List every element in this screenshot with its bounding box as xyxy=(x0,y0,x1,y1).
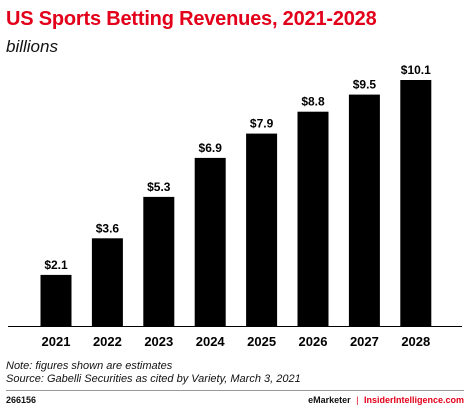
chart-title: US Sports Betting Revenues, 2021-2028 xyxy=(6,8,377,30)
x-tick-2024: 2024 xyxy=(196,334,226,349)
data-label-2027: $9.5 xyxy=(353,78,377,92)
data-label-2022: $3.6 xyxy=(96,221,120,235)
x-tick-2023: 2023 xyxy=(144,334,173,349)
data-label-2028: $10.1 xyxy=(401,63,431,77)
brand-separator: | xyxy=(356,395,359,405)
data-label-2025: $7.9 xyxy=(250,117,274,131)
x-tick-2028: 2028 xyxy=(401,334,430,349)
chart-source: Source: Gabelli Securities as cited by V… xyxy=(6,373,301,385)
bar-2024 xyxy=(194,157,226,326)
chart-subtitle: billions xyxy=(6,37,58,56)
bar-2027 xyxy=(348,94,380,326)
bar-2023 xyxy=(143,196,175,326)
footer-divider xyxy=(6,390,464,391)
bar-chart: $2.1 2021 $3.6 2022 $5.3 2023 $6.9 2024 $7.9 2025… xyxy=(8,63,462,349)
bar-2022 xyxy=(91,238,123,326)
bar-2021 xyxy=(40,274,72,326)
footer-branding: eMarketer | InsiderIntelligence.com xyxy=(308,395,464,405)
data-label-2024: $6.9 xyxy=(199,141,223,155)
x-tick-2025: 2025 xyxy=(247,334,276,349)
bar-2025 xyxy=(246,133,278,326)
brand-emarketer: eMarketer xyxy=(308,395,351,405)
bar-2028 xyxy=(400,80,432,326)
data-label-2023: $5.3 xyxy=(147,180,171,194)
x-tick-2026: 2026 xyxy=(299,334,328,349)
brand-insider-intelligence-link[interactable]: InsiderIntelligence.com xyxy=(363,395,464,405)
x-tick-2021: 2021 xyxy=(42,334,71,349)
chart-id: 266156 xyxy=(6,395,37,405)
chart-note: Note: figures shown are estimates xyxy=(6,360,173,372)
x-tick-2022: 2022 xyxy=(93,334,122,349)
data-label-2021: $2.1 xyxy=(44,258,68,272)
data-label-2026: $8.8 xyxy=(301,95,325,109)
x-tick-2027: 2027 xyxy=(350,334,379,349)
bar-2026 xyxy=(297,111,329,326)
